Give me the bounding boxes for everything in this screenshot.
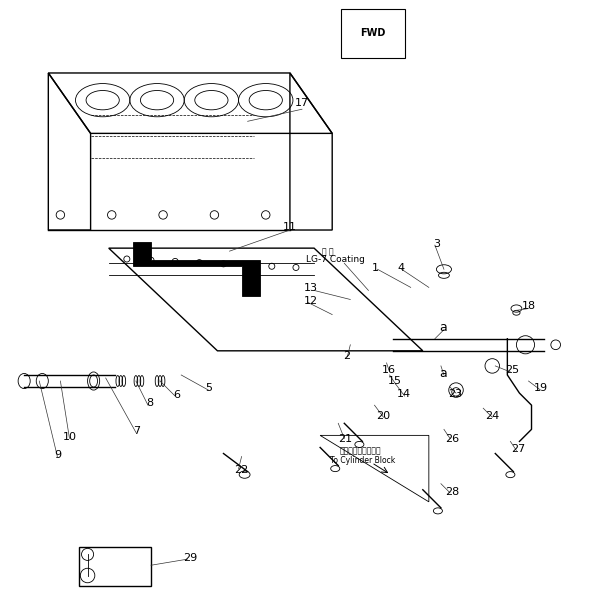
Text: 29: 29 xyxy=(183,553,198,563)
Text: 19: 19 xyxy=(533,384,548,393)
Text: a: a xyxy=(440,367,447,380)
Text: 25: 25 xyxy=(505,365,519,375)
Text: 4: 4 xyxy=(397,263,405,273)
Text: 20: 20 xyxy=(376,411,390,421)
Text: 12: 12 xyxy=(303,296,318,306)
Text: シリンダブロックへ: シリンダブロックへ xyxy=(339,446,381,455)
Text: FWD: FWD xyxy=(359,28,384,39)
Text: 14: 14 xyxy=(396,388,411,399)
FancyBboxPatch shape xyxy=(342,19,400,49)
Text: 23: 23 xyxy=(448,389,463,399)
Text: 2: 2 xyxy=(343,351,350,361)
Text: 17: 17 xyxy=(295,98,309,108)
Text: 21: 21 xyxy=(338,434,352,444)
Text: 27: 27 xyxy=(511,443,525,454)
Polygon shape xyxy=(133,242,260,296)
Text: 22: 22 xyxy=(234,465,249,476)
Text: 6: 6 xyxy=(173,390,180,400)
Text: a: a xyxy=(440,321,447,335)
Text: LG-7 Coating: LG-7 Coating xyxy=(306,255,365,264)
Text: 16: 16 xyxy=(382,365,396,375)
Text: 8: 8 xyxy=(146,398,153,408)
Text: 11: 11 xyxy=(283,222,297,232)
Text: 26: 26 xyxy=(445,434,459,444)
Text: 1: 1 xyxy=(372,263,379,273)
Text: 3: 3 xyxy=(433,239,440,249)
Text: 9: 9 xyxy=(54,450,61,460)
Text: 24: 24 xyxy=(485,411,500,421)
Text: To Cylinder Block: To Cylinder Block xyxy=(330,456,395,465)
FancyBboxPatch shape xyxy=(79,547,151,586)
Text: 15: 15 xyxy=(388,376,402,386)
Text: 13: 13 xyxy=(303,283,318,293)
Text: 10: 10 xyxy=(63,431,77,442)
Text: 7: 7 xyxy=(133,425,141,436)
Text: 塗 布: 塗 布 xyxy=(322,247,334,257)
Text: FWD: FWD xyxy=(361,28,386,38)
Text: 5: 5 xyxy=(205,384,213,393)
Text: 28: 28 xyxy=(445,486,459,497)
Text: 18: 18 xyxy=(522,301,536,311)
